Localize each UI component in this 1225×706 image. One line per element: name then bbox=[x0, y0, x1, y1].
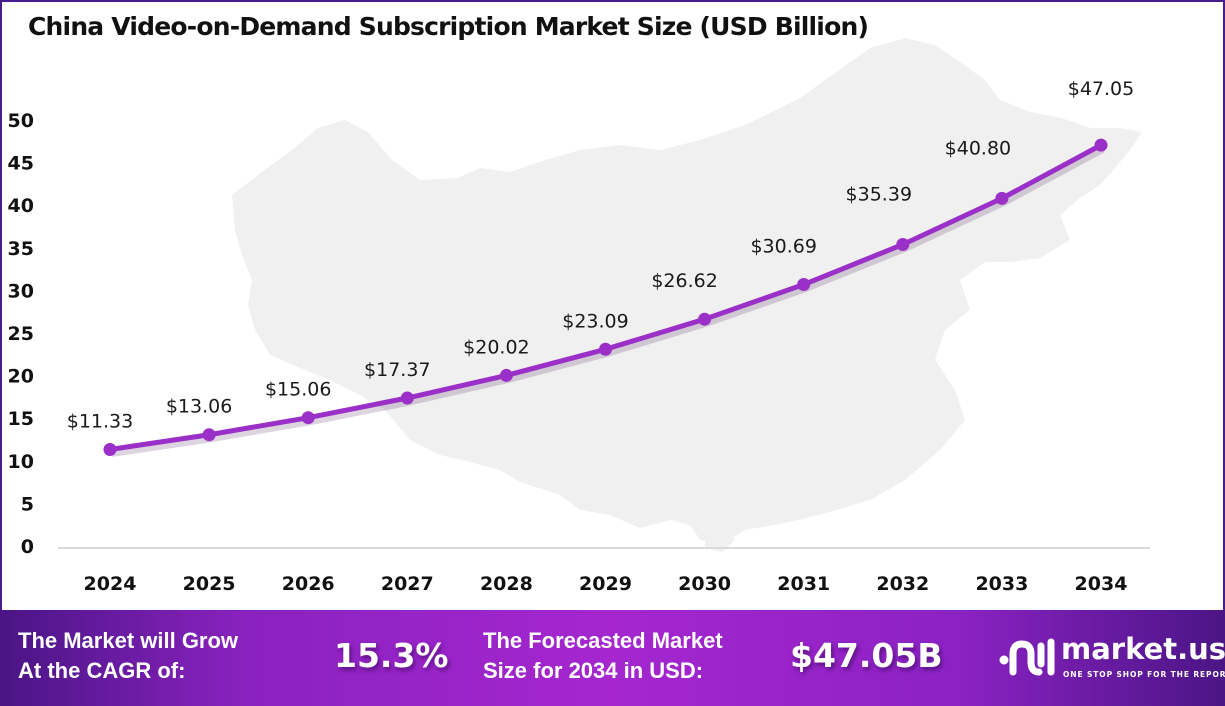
brand-name: market.us bbox=[1061, 632, 1225, 666]
cagr-label: The Market will Grow At the CAGR of: bbox=[18, 626, 238, 686]
data-point bbox=[499, 368, 513, 382]
x-tick-label: 2033 bbox=[975, 573, 1028, 595]
data-label: $26.62 bbox=[651, 270, 717, 292]
forecast-label: The Forecasted Market Size for 2034 in U… bbox=[483, 626, 723, 686]
data-point bbox=[1094, 138, 1108, 152]
cagr-label-line1: The Market will Grow bbox=[18, 628, 239, 653]
data-label: $17.37 bbox=[364, 359, 430, 381]
data-label: $15.06 bbox=[265, 379, 331, 401]
data-label: $13.06 bbox=[166, 396, 232, 418]
data-point bbox=[995, 191, 1009, 205]
x-tick-label: 2027 bbox=[381, 573, 434, 595]
data-label: $47.05 bbox=[1068, 78, 1134, 100]
y-tick-label: 10 bbox=[8, 451, 34, 473]
data-points-group bbox=[103, 138, 1108, 456]
data-label: $30.69 bbox=[750, 236, 816, 258]
china-map-background bbox=[232, 38, 1142, 545]
y-tick-label: 35 bbox=[8, 238, 34, 260]
market-us-logo-icon bbox=[999, 638, 1055, 676]
data-label: $11.33 bbox=[67, 410, 133, 432]
y-tick-label: 30 bbox=[8, 280, 34, 302]
y-tick-label: 20 bbox=[8, 366, 34, 388]
x-tick-label: 2026 bbox=[282, 573, 335, 595]
x-tick-label: 2032 bbox=[876, 573, 929, 595]
y-tick-label: 45 bbox=[8, 153, 34, 175]
brand-tagline: ONE STOP SHOP FOR THE REPORTS bbox=[1063, 670, 1225, 679]
x-tick-label: 2030 bbox=[678, 573, 731, 595]
data-label: $35.39 bbox=[846, 183, 912, 205]
data-labels-group: $11.33 $13.06 $15.06 $17.37 $20.02 $23.09 $26.… bbox=[67, 78, 1134, 432]
x-tick-label: 2029 bbox=[579, 573, 632, 595]
data-point bbox=[896, 237, 910, 251]
y-tick-label: 0 bbox=[21, 536, 34, 558]
cagr-label-line2: At the CAGR of: bbox=[18, 658, 186, 683]
y-tick-label: 5 bbox=[21, 493, 34, 515]
market-us-logo[interactable]: market.us ONE STOP SHOP FOR THE REPORTS bbox=[997, 632, 1225, 684]
y-tick-label: 25 bbox=[8, 323, 34, 345]
data-point bbox=[202, 428, 216, 442]
data-point bbox=[599, 342, 612, 356]
data-label: $20.02 bbox=[463, 336, 529, 358]
x-tick-label: 2024 bbox=[84, 573, 137, 595]
forecast-label-line2: Size for 2034 in USD: bbox=[483, 658, 704, 683]
data-point bbox=[400, 391, 414, 405]
data-label: $40.80 bbox=[945, 137, 1011, 159]
cagr-value: 15.3% bbox=[334, 636, 449, 675]
chart-title: China Video-on-Demand Subscription Marke… bbox=[28, 12, 869, 41]
data-point bbox=[301, 411, 315, 425]
y-tick-label: 15 bbox=[8, 408, 34, 430]
forecast-value: $47.05B bbox=[790, 636, 943, 675]
x-axis-ticks: 2024 2025 2026 2027 2028 2029 2030 2031 2032 2033… bbox=[84, 573, 1128, 595]
data-label: $23.09 bbox=[562, 310, 628, 332]
forecast-label-line1: The Forecasted Market bbox=[483, 628, 723, 653]
x-tick-label: 2025 bbox=[183, 573, 236, 595]
y-tick-label: 40 bbox=[8, 195, 34, 217]
data-point bbox=[698, 312, 712, 326]
hainan-island-background bbox=[705, 525, 735, 552]
summary-banner: The Market will Grow At the CAGR of: 15.… bbox=[0, 610, 1225, 706]
y-axis-ticks: 0 5 10 15 20 25 30 35 40 45 50 bbox=[8, 110, 34, 558]
x-tick-label: 2031 bbox=[777, 573, 830, 595]
y-tick-label: 50 bbox=[8, 110, 34, 132]
x-tick-label: 2034 bbox=[1075, 573, 1128, 595]
data-point bbox=[103, 442, 117, 456]
x-tick-label: 2028 bbox=[480, 573, 533, 595]
data-point bbox=[797, 278, 811, 292]
